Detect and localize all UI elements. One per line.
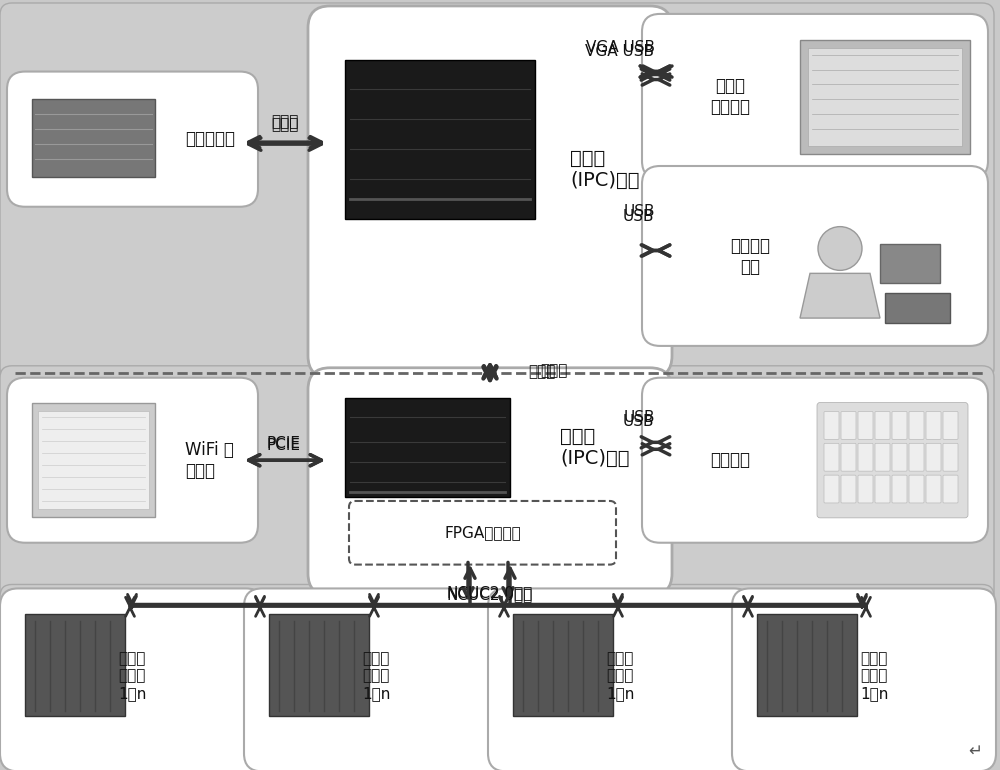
FancyBboxPatch shape [7,378,258,543]
FancyBboxPatch shape [926,444,941,471]
Polygon shape [885,293,950,323]
Text: WiFi 蓝
牙模块: WiFi 蓝 牙模块 [185,440,234,480]
FancyBboxPatch shape [824,411,839,440]
Polygon shape [269,614,369,715]
Polygon shape [808,48,962,146]
Polygon shape [800,273,880,318]
Text: FPGA总线接口: FPGA总线接口 [445,525,521,541]
FancyBboxPatch shape [0,584,994,762]
FancyBboxPatch shape [858,475,873,503]
Text: 上位机
(IPC)模块: 上位机 (IPC)模块 [570,149,640,189]
FancyBboxPatch shape [892,411,907,440]
FancyBboxPatch shape [943,411,958,440]
FancyBboxPatch shape [817,403,968,518]
FancyBboxPatch shape [892,475,907,503]
Text: VGA USB: VGA USB [585,44,654,59]
Text: USB: USB [624,204,655,219]
Polygon shape [25,614,125,715]
Text: VGA USB: VGA USB [586,40,655,55]
Text: PCIE: PCIE [266,438,300,453]
Text: 伺服驱
动模块
1～n: 伺服驱 动模块 1～n [362,651,390,701]
FancyBboxPatch shape [943,475,958,503]
FancyBboxPatch shape [244,588,508,770]
FancyBboxPatch shape [0,3,994,380]
Text: NCUC2.0总线: NCUC2.0总线 [447,585,533,600]
FancyBboxPatch shape [909,411,924,440]
Text: 键盘模块: 键盘模块 [710,451,750,469]
Polygon shape [757,614,857,715]
Text: 智能控
制模块
1～n: 智能控 制模块 1～n [606,651,634,701]
FancyBboxPatch shape [892,444,907,471]
FancyBboxPatch shape [858,444,873,471]
Text: USB: USB [622,414,654,429]
FancyBboxPatch shape [824,444,839,471]
FancyBboxPatch shape [943,444,958,471]
FancyBboxPatch shape [308,6,672,378]
FancyBboxPatch shape [926,411,941,440]
Circle shape [818,226,862,270]
FancyBboxPatch shape [488,588,752,770]
FancyBboxPatch shape [7,72,258,207]
FancyBboxPatch shape [841,411,856,440]
FancyBboxPatch shape [308,368,672,595]
Text: 主轴驱
动模块
1～n: 主轴驱 动模块 1～n [118,651,146,701]
FancyBboxPatch shape [858,411,873,440]
FancyBboxPatch shape [824,475,839,503]
Polygon shape [345,59,535,219]
Text: NCUC2.0总线: NCUC2.0总线 [447,587,533,602]
FancyBboxPatch shape [875,411,890,440]
Polygon shape [800,40,970,154]
FancyBboxPatch shape [841,475,856,503]
FancyBboxPatch shape [0,588,264,770]
Polygon shape [880,243,940,283]
Text: 局域网: 局域网 [540,363,567,378]
Text: USB: USB [622,209,654,224]
FancyBboxPatch shape [732,588,996,770]
Text: 广域网: 广域网 [271,117,299,132]
Polygon shape [32,99,155,177]
Text: USB: USB [624,410,655,425]
FancyBboxPatch shape [0,366,994,604]
FancyBboxPatch shape [909,444,924,471]
Text: 广域网: 广域网 [271,114,299,129]
FancyBboxPatch shape [909,475,924,503]
Text: 局域网: 局域网 [528,364,555,380]
Polygon shape [32,403,155,517]
FancyBboxPatch shape [642,14,988,179]
FancyBboxPatch shape [841,444,856,471]
Polygon shape [345,397,510,497]
FancyBboxPatch shape [642,166,988,346]
FancyBboxPatch shape [642,378,988,543]
FancyBboxPatch shape [926,475,941,503]
Polygon shape [513,614,613,715]
Text: 触摸屏
显示模块: 触摸屏 显示模块 [710,77,750,116]
Text: PCIE: PCIE [267,436,301,450]
Text: 下位机
(IPC)模块: 下位机 (IPC)模块 [560,427,630,468]
Text: 本地服务器: 本地服务器 [185,130,235,148]
Polygon shape [38,410,149,509]
Text: ↵: ↵ [968,742,982,759]
FancyBboxPatch shape [875,444,890,471]
Text: 输入输
出模块
1～n: 输入输 出模块 1～n [860,651,888,701]
FancyBboxPatch shape [875,475,890,503]
Text: 人脸识别
模块: 人脸识别 模块 [730,237,770,276]
